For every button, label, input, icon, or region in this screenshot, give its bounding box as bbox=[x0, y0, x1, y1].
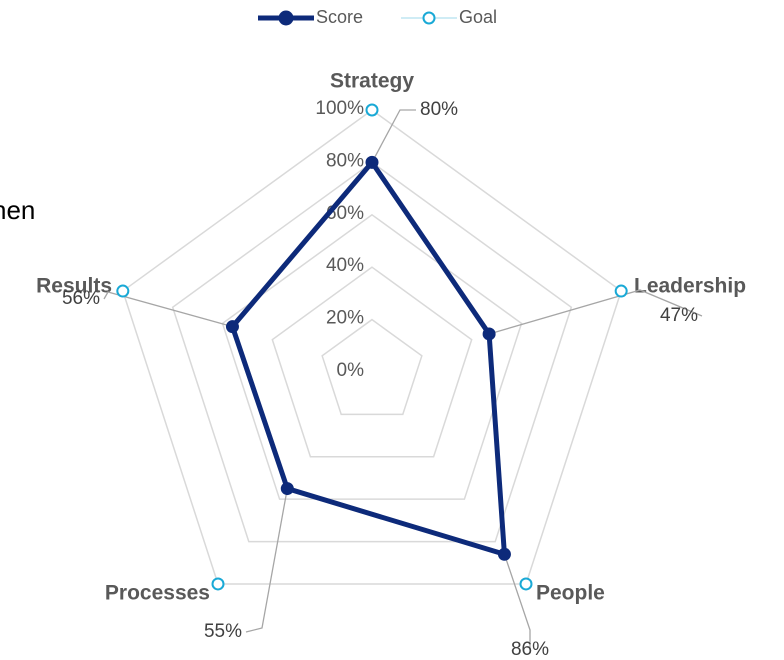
tick-label: 0% bbox=[337, 360, 365, 381]
category-label: Processes bbox=[105, 582, 210, 605]
legend-marker bbox=[278, 10, 294, 26]
goal-point bbox=[116, 284, 130, 298]
score-point bbox=[365, 155, 379, 169]
background-text: hen bbox=[0, 195, 35, 225]
data-label: 80% bbox=[420, 99, 458, 120]
grid-ring bbox=[171, 161, 573, 543]
leader-line bbox=[503, 554, 531, 650]
grid-ring bbox=[121, 109, 623, 585]
data-label: 86% bbox=[511, 639, 549, 660]
score-point bbox=[280, 482, 294, 496]
data-label: 47% bbox=[660, 305, 698, 326]
score-point bbox=[225, 320, 239, 334]
data-label: 56% bbox=[62, 288, 100, 309]
grid-ring bbox=[321, 318, 423, 416]
goal-point bbox=[365, 103, 379, 117]
tick-label: 40% bbox=[326, 255, 364, 276]
tick-label: 100% bbox=[315, 98, 364, 119]
legend-label: Goal bbox=[459, 7, 497, 27]
goal-point bbox=[614, 284, 628, 298]
leader-line bbox=[488, 289, 703, 335]
legend-label: Score bbox=[316, 7, 363, 27]
legend-marker bbox=[422, 11, 436, 25]
leader-line bbox=[103, 291, 233, 328]
grid-ring bbox=[271, 266, 473, 458]
leader-line bbox=[245, 488, 288, 633]
score-point bbox=[482, 327, 496, 341]
category-label: Leadership bbox=[634, 275, 746, 298]
category-label: People bbox=[536, 582, 605, 605]
goal-point bbox=[211, 577, 225, 591]
goal-point bbox=[519, 577, 533, 591]
score-point bbox=[497, 547, 511, 561]
leader-line bbox=[371, 109, 416, 163]
tick-label: 80% bbox=[326, 150, 364, 171]
score-line bbox=[229, 159, 507, 557]
category-label: Results bbox=[36, 275, 112, 298]
data-label: 55% bbox=[204, 621, 242, 642]
category-label: Strategy bbox=[330, 70, 414, 93]
tick-label: 20% bbox=[326, 308, 364, 329]
